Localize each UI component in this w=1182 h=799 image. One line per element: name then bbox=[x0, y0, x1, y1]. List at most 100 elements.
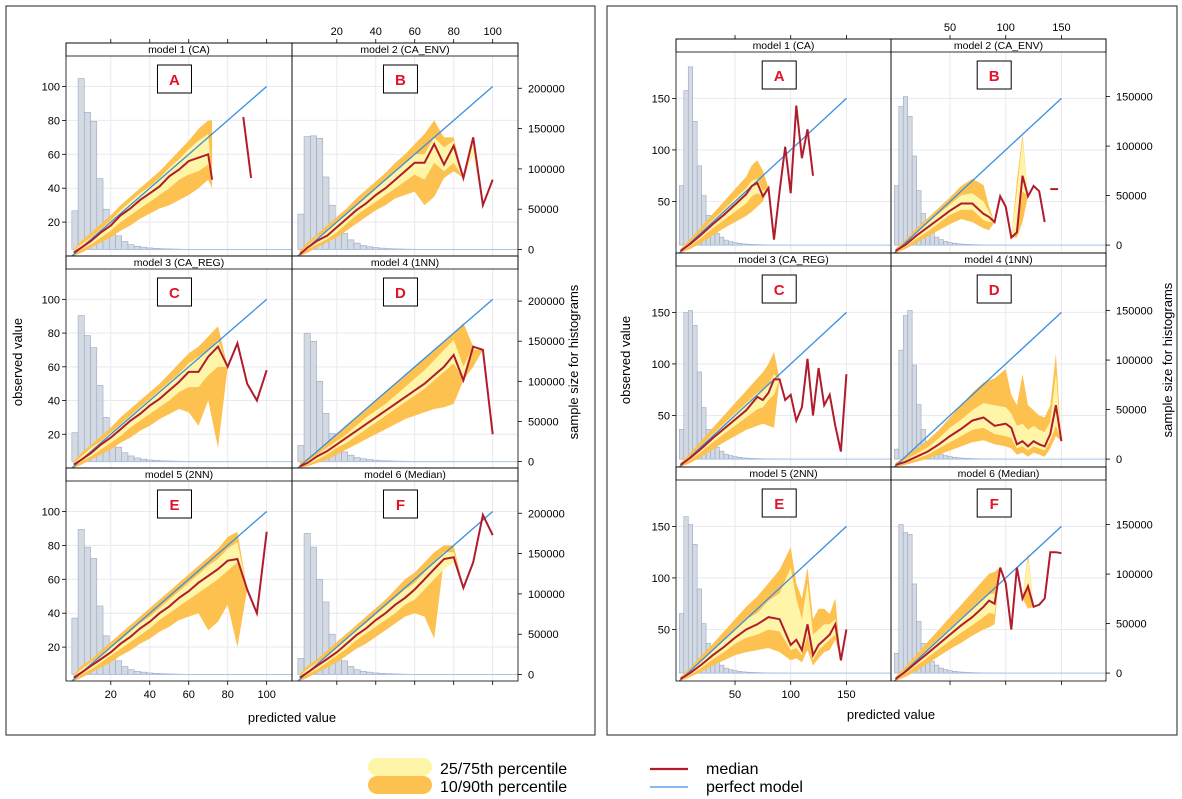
panel-plot-area bbox=[676, 266, 891, 467]
panel-title: model 6 (Median) bbox=[364, 469, 446, 481]
panel-title: model 2 (CA_ENV) bbox=[954, 40, 1043, 52]
y2-tick-label: 150000 bbox=[1116, 520, 1153, 532]
panel-letter-box bbox=[976, 488, 1012, 518]
panel-plot-area bbox=[891, 480, 1106, 681]
x-top-tick-label: 60 bbox=[409, 26, 421, 38]
histogram-bar bbox=[902, 532, 909, 674]
histogram-bar bbox=[679, 429, 685, 460]
panel-letter-box bbox=[382, 277, 418, 307]
histogram-bar bbox=[938, 667, 944, 674]
histogram-bar bbox=[719, 664, 725, 674]
y-axis-title: observed value bbox=[10, 318, 25, 406]
panel-letter-box bbox=[382, 64, 418, 94]
y-tick-label: 50 bbox=[658, 410, 670, 422]
panel-letter: A bbox=[169, 72, 180, 89]
histogram-bar bbox=[303, 332, 311, 462]
histogram-bar bbox=[84, 112, 91, 250]
panel-c: model 3 (CA_REG) C bbox=[65, 255, 293, 469]
histogram-bar bbox=[692, 325, 698, 460]
panel-letter-box bbox=[976, 60, 1012, 90]
y2-tick-label: 150000 bbox=[528, 336, 565, 348]
legend-swatch-band-10-90 bbox=[368, 776, 432, 794]
histogram-bar bbox=[723, 239, 729, 246]
histogram-bar bbox=[907, 116, 913, 246]
panel-letter-box bbox=[761, 274, 797, 304]
y-tick-label: 60 bbox=[48, 149, 60, 161]
x-axis-title: predicted value bbox=[248, 710, 336, 725]
histogram-bar bbox=[303, 136, 311, 250]
histogram-bar bbox=[359, 245, 367, 250]
y-tick-label: 20 bbox=[48, 429, 60, 441]
histogram-bar bbox=[894, 185, 900, 246]
panel-letter-box bbox=[976, 274, 1012, 304]
panel-frame bbox=[291, 467, 519, 682]
x-top-tick-label: 50 bbox=[944, 22, 956, 34]
y2-tick-label: 0 bbox=[1116, 454, 1122, 466]
panel-letter-box bbox=[382, 489, 418, 519]
x-tick-label: 20 bbox=[105, 689, 117, 701]
histogram-bar bbox=[902, 96, 909, 246]
panel-plot-area bbox=[66, 481, 292, 681]
y-tick-label: 50 bbox=[658, 196, 670, 208]
median-line bbox=[894, 551, 1062, 680]
median-line-tail bbox=[242, 116, 253, 179]
histogram-bar bbox=[907, 310, 913, 460]
y-tick-label: 40 bbox=[48, 396, 60, 408]
x-top-tick-label: 150 bbox=[1052, 22, 1070, 34]
y2-tick-label: 0 bbox=[528, 245, 534, 257]
histogram-bar bbox=[934, 236, 940, 246]
panel-letter-box bbox=[761, 488, 797, 518]
y2-tick-label: 0 bbox=[528, 457, 534, 469]
histogram-bar bbox=[127, 244, 135, 250]
perfect-model-line bbox=[297, 511, 494, 681]
histogram-bar bbox=[938, 239, 944, 246]
x-tick-label: 40 bbox=[144, 689, 156, 701]
histogram-bar bbox=[84, 546, 91, 675]
histogram-bar bbox=[934, 664, 940, 674]
x-tick-label: 60 bbox=[183, 689, 195, 701]
perfect-model-line bbox=[71, 298, 268, 468]
histogram-bar bbox=[115, 660, 123, 675]
panel-plot-area bbox=[66, 56, 292, 256]
y2-tick-label: 200000 bbox=[528, 83, 565, 95]
x-top-tick-label: 80 bbox=[448, 26, 460, 38]
histogram-bar bbox=[719, 450, 725, 460]
panel-title: model 5 (2NN) bbox=[749, 468, 817, 480]
panel-plot-area bbox=[891, 266, 1106, 467]
panel-plot-area bbox=[292, 481, 518, 681]
panel-title: model 2 (CA_ENV) bbox=[360, 44, 449, 56]
perfect-model-line bbox=[893, 311, 1062, 467]
histogram-bar bbox=[71, 617, 79, 675]
histogram-bar bbox=[310, 340, 317, 462]
panel-title: model 1 (CA) bbox=[753, 40, 815, 52]
panel-letter-box bbox=[761, 60, 797, 90]
histogram-bar bbox=[894, 652, 900, 674]
panel-a: model 1 (CA) A bbox=[675, 38, 892, 254]
histogram-bar bbox=[679, 613, 685, 674]
y2-axis-title: sample size for histograms bbox=[1160, 282, 1175, 437]
histogram-bar bbox=[943, 455, 949, 460]
panel-plot-area bbox=[891, 52, 1106, 253]
median-line bbox=[299, 511, 494, 679]
panel-plot-area bbox=[66, 269, 292, 468]
panel-plot-area bbox=[676, 480, 891, 681]
y2-tick-label: 150000 bbox=[528, 549, 565, 561]
perfect-model-line bbox=[71, 511, 268, 681]
histogram-bar bbox=[714, 446, 720, 460]
x-top-tick-label: 40 bbox=[370, 26, 382, 38]
histogram-bar bbox=[347, 239, 355, 250]
histogram-bar bbox=[692, 121, 698, 246]
y-axis-title: observed value bbox=[618, 316, 633, 404]
x-tick-label: 100 bbox=[257, 689, 275, 701]
y2-tick-label: 150000 bbox=[1116, 306, 1153, 318]
median-line bbox=[679, 358, 848, 466]
x-axis-title: predicted value bbox=[847, 707, 935, 722]
panel-letter: F bbox=[990, 496, 999, 513]
y-tick-label: 50 bbox=[658, 624, 670, 636]
histogram-bar bbox=[71, 432, 79, 462]
median-line bbox=[895, 405, 1063, 466]
y2-tick-label: 200000 bbox=[528, 508, 565, 520]
perfect-model-line bbox=[893, 525, 1062, 681]
